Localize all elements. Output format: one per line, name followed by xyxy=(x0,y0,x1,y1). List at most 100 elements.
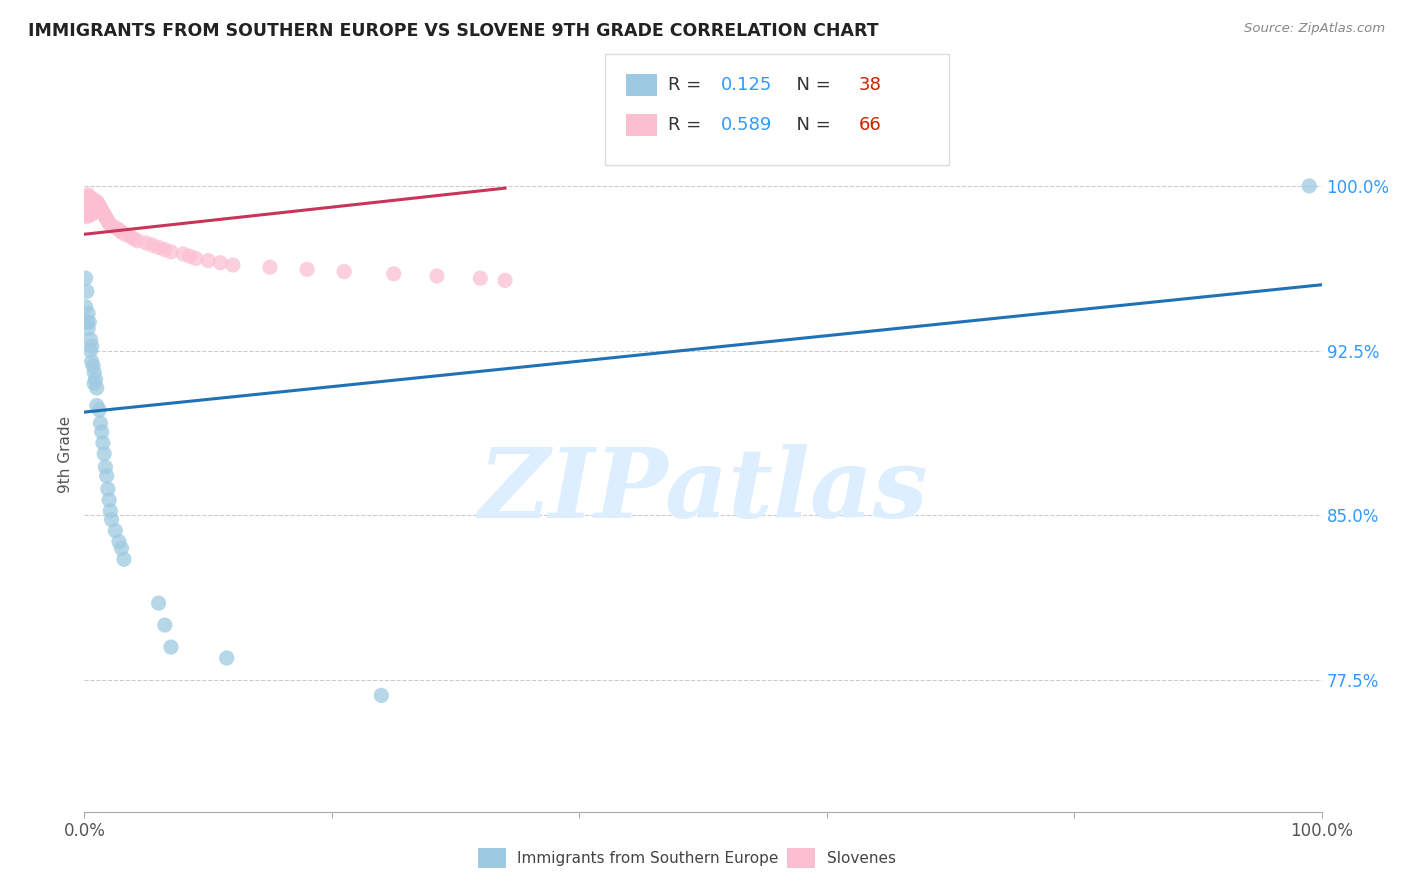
Point xyxy=(75,207,97,221)
Point xyxy=(91,205,114,219)
Point xyxy=(197,253,219,268)
Text: R =: R = xyxy=(668,116,707,134)
Point xyxy=(295,262,318,277)
Point xyxy=(370,689,392,703)
Point xyxy=(135,235,157,250)
Point xyxy=(104,220,127,235)
Point xyxy=(100,219,122,233)
Point xyxy=(100,513,122,527)
Point xyxy=(80,339,103,353)
Point xyxy=(470,271,492,285)
Point xyxy=(112,552,135,566)
Point xyxy=(98,492,121,507)
Point xyxy=(209,256,232,270)
Point xyxy=(84,196,107,211)
Point xyxy=(77,194,100,209)
Text: 0.125: 0.125 xyxy=(721,76,773,94)
Text: 0.589: 0.589 xyxy=(721,116,773,134)
Point xyxy=(382,267,405,281)
Point xyxy=(76,196,98,211)
Point xyxy=(215,651,238,665)
Point xyxy=(79,201,101,215)
Point xyxy=(80,201,103,215)
Point xyxy=(77,207,100,221)
Point xyxy=(120,229,142,244)
Point xyxy=(76,285,98,299)
Point xyxy=(79,192,101,206)
Point xyxy=(98,504,121,518)
Point xyxy=(97,482,120,496)
Point xyxy=(79,315,101,329)
Point xyxy=(79,194,101,209)
Point xyxy=(160,244,183,259)
Point xyxy=(89,199,111,213)
Point xyxy=(86,399,108,413)
Point xyxy=(93,207,115,221)
Point xyxy=(160,640,183,654)
Point xyxy=(75,300,97,314)
Point xyxy=(87,196,110,211)
Point xyxy=(77,201,100,215)
Point xyxy=(96,211,118,226)
Point xyxy=(76,190,98,204)
Point xyxy=(1298,178,1320,193)
Point xyxy=(108,534,131,549)
Point xyxy=(83,376,105,391)
Point xyxy=(76,203,98,218)
Point xyxy=(83,194,105,209)
Point xyxy=(179,249,201,263)
Point xyxy=(82,199,104,213)
Point xyxy=(94,460,117,475)
Point xyxy=(86,381,108,395)
Point xyxy=(172,247,194,261)
Point xyxy=(79,333,101,347)
Point xyxy=(98,216,121,230)
Point xyxy=(79,343,101,358)
Point xyxy=(77,187,100,202)
Point xyxy=(82,359,104,373)
Point xyxy=(97,214,120,228)
Point xyxy=(184,252,207,266)
Point xyxy=(76,210,98,224)
Point xyxy=(108,223,131,237)
Point xyxy=(89,403,111,417)
Point xyxy=(84,372,107,386)
Point xyxy=(259,260,281,275)
Point xyxy=(83,366,105,380)
Point xyxy=(76,315,98,329)
Point xyxy=(114,227,136,242)
Point xyxy=(222,258,245,272)
Point xyxy=(77,306,100,320)
Point xyxy=(122,232,145,246)
Text: Slovenes: Slovenes xyxy=(827,851,896,865)
Point xyxy=(82,192,104,206)
Point xyxy=(90,203,112,218)
Point xyxy=(83,201,105,215)
Text: Immigrants from Southern Europe: Immigrants from Southern Europe xyxy=(517,851,779,865)
Point xyxy=(77,321,100,335)
Point xyxy=(127,234,149,248)
Point xyxy=(494,273,516,287)
Point xyxy=(153,618,176,632)
Point xyxy=(86,194,108,209)
Point xyxy=(79,205,101,219)
Point xyxy=(90,425,112,439)
Text: 38: 38 xyxy=(859,76,882,94)
Point xyxy=(79,207,101,221)
Point xyxy=(141,238,163,252)
Point xyxy=(80,194,103,209)
Point xyxy=(89,201,111,215)
Text: N =: N = xyxy=(785,116,837,134)
Point xyxy=(96,468,118,483)
Text: ZIPatlas: ZIPatlas xyxy=(478,443,928,538)
Point xyxy=(94,210,117,224)
Point xyxy=(84,203,107,218)
Point xyxy=(80,207,103,221)
Point xyxy=(75,194,97,209)
Point xyxy=(110,541,132,556)
Point xyxy=(87,203,110,218)
Point xyxy=(104,524,127,538)
Point xyxy=(333,264,356,278)
Point xyxy=(110,225,132,239)
Point xyxy=(93,447,115,461)
